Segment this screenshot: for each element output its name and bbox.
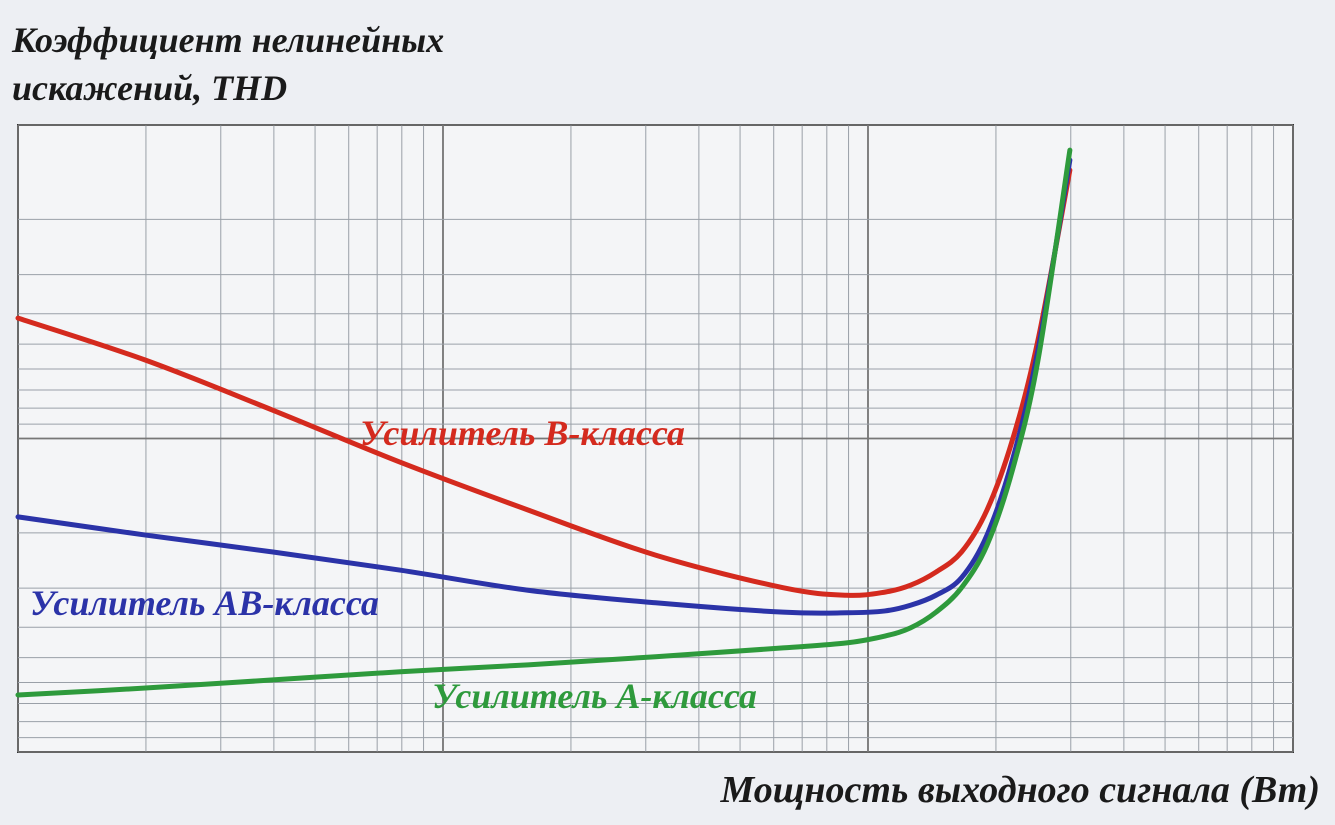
series-line — [15, 147, 1073, 698]
series-line — [15, 157, 1073, 616]
y-axis-label: искажений, THD — [12, 68, 287, 108]
series-label: Усилитель B-класса — [360, 413, 685, 453]
series-label: Усилитель AB-класса — [30, 583, 379, 623]
y-axis-label: Коэффициент нелинейных — [11, 20, 444, 60]
series-line — [15, 167, 1073, 598]
x-axis-label: Мощность выходного сигнала (Вт) — [720, 769, 1320, 811]
grid — [17, 124, 1294, 753]
series-label: Усилитель A-класса — [432, 676, 757, 716]
